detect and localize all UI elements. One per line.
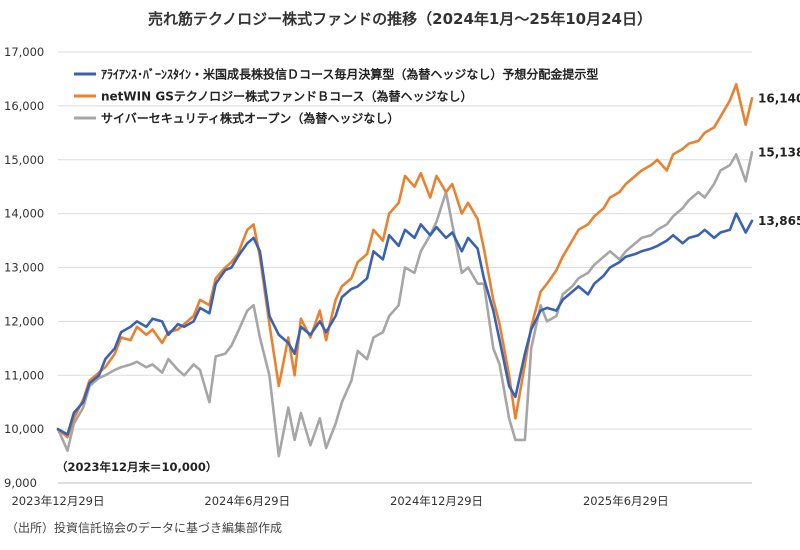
x-tick-label: 2024年6月29日 <box>204 494 290 508</box>
chart-title: 売れ筋テクノロジー株式ファンドの推移（2024年1月～25年10月24日） <box>148 10 652 28</box>
legend-label-1: ｱﾗｲｱﾝｽ･ﾊﾞｰﾝｽﾀｲﾝ・米国成長株投信Ｄコース毎月決算型（為替ヘッジなし… <box>101 67 598 82</box>
end-value-label-3: 15,138 <box>758 145 800 159</box>
series-lines <box>56 83 754 458</box>
y-tick-label: 15,000 <box>4 153 44 167</box>
series-line-1 <box>56 212 754 436</box>
y-tick-label: 9,000 <box>4 476 37 490</box>
annotation-bg <box>50 456 215 476</box>
y-tick-label: 13,000 <box>4 261 44 275</box>
y-axis-ticks: 9,000 10,000 11,000 12,000 13,000 14,000 15,00… <box>4 45 44 490</box>
end-value-label-2: 16,140 <box>758 91 800 105</box>
legend-label-3: サイバーセキュリティ株式オープン（為替ヘッジなし） <box>101 111 399 126</box>
y-tick-label: 11,000 <box>4 368 44 382</box>
x-tick-label: 2025年6月29日 <box>583 494 669 508</box>
x-axis-ticks: 2023年12月29日 2024年6月29日 2024年12月29日 2025年6月2… <box>11 494 668 508</box>
baseline-note: （2023年12月末＝10,000） <box>56 460 217 474</box>
x-tick-label: 2023年12月29日 <box>11 494 104 508</box>
x-tick-label: 2024年12月29日 <box>390 494 483 508</box>
y-tick-label: 10,000 <box>4 422 44 436</box>
legend-label-2: netWIN GSテクノロジー株式ファンドＢコース（為替ヘッジなし） <box>101 89 473 104</box>
y-tick-label: 12,000 <box>4 314 44 328</box>
end-labels: 13,865 16,140 15,138 <box>758 91 800 228</box>
y-tick-label: 17,000 <box>4 45 44 59</box>
y-tick-label: 14,000 <box>4 207 44 221</box>
source-note: （出所）投資信託協会のデータに基づき編集部作成 <box>6 520 282 535</box>
series-line-2 <box>56 83 754 439</box>
end-value-label-1: 13,865 <box>758 214 800 228</box>
legend: ｱﾗｲｱﾝｽ･ﾊﾞｰﾝｽﾀｲﾝ・米国成長株投信Ｄコース毎月決算型（為替ヘッジなし… <box>74 67 598 126</box>
y-tick-label: 16,000 <box>4 99 44 113</box>
series-line-3 <box>56 151 754 458</box>
